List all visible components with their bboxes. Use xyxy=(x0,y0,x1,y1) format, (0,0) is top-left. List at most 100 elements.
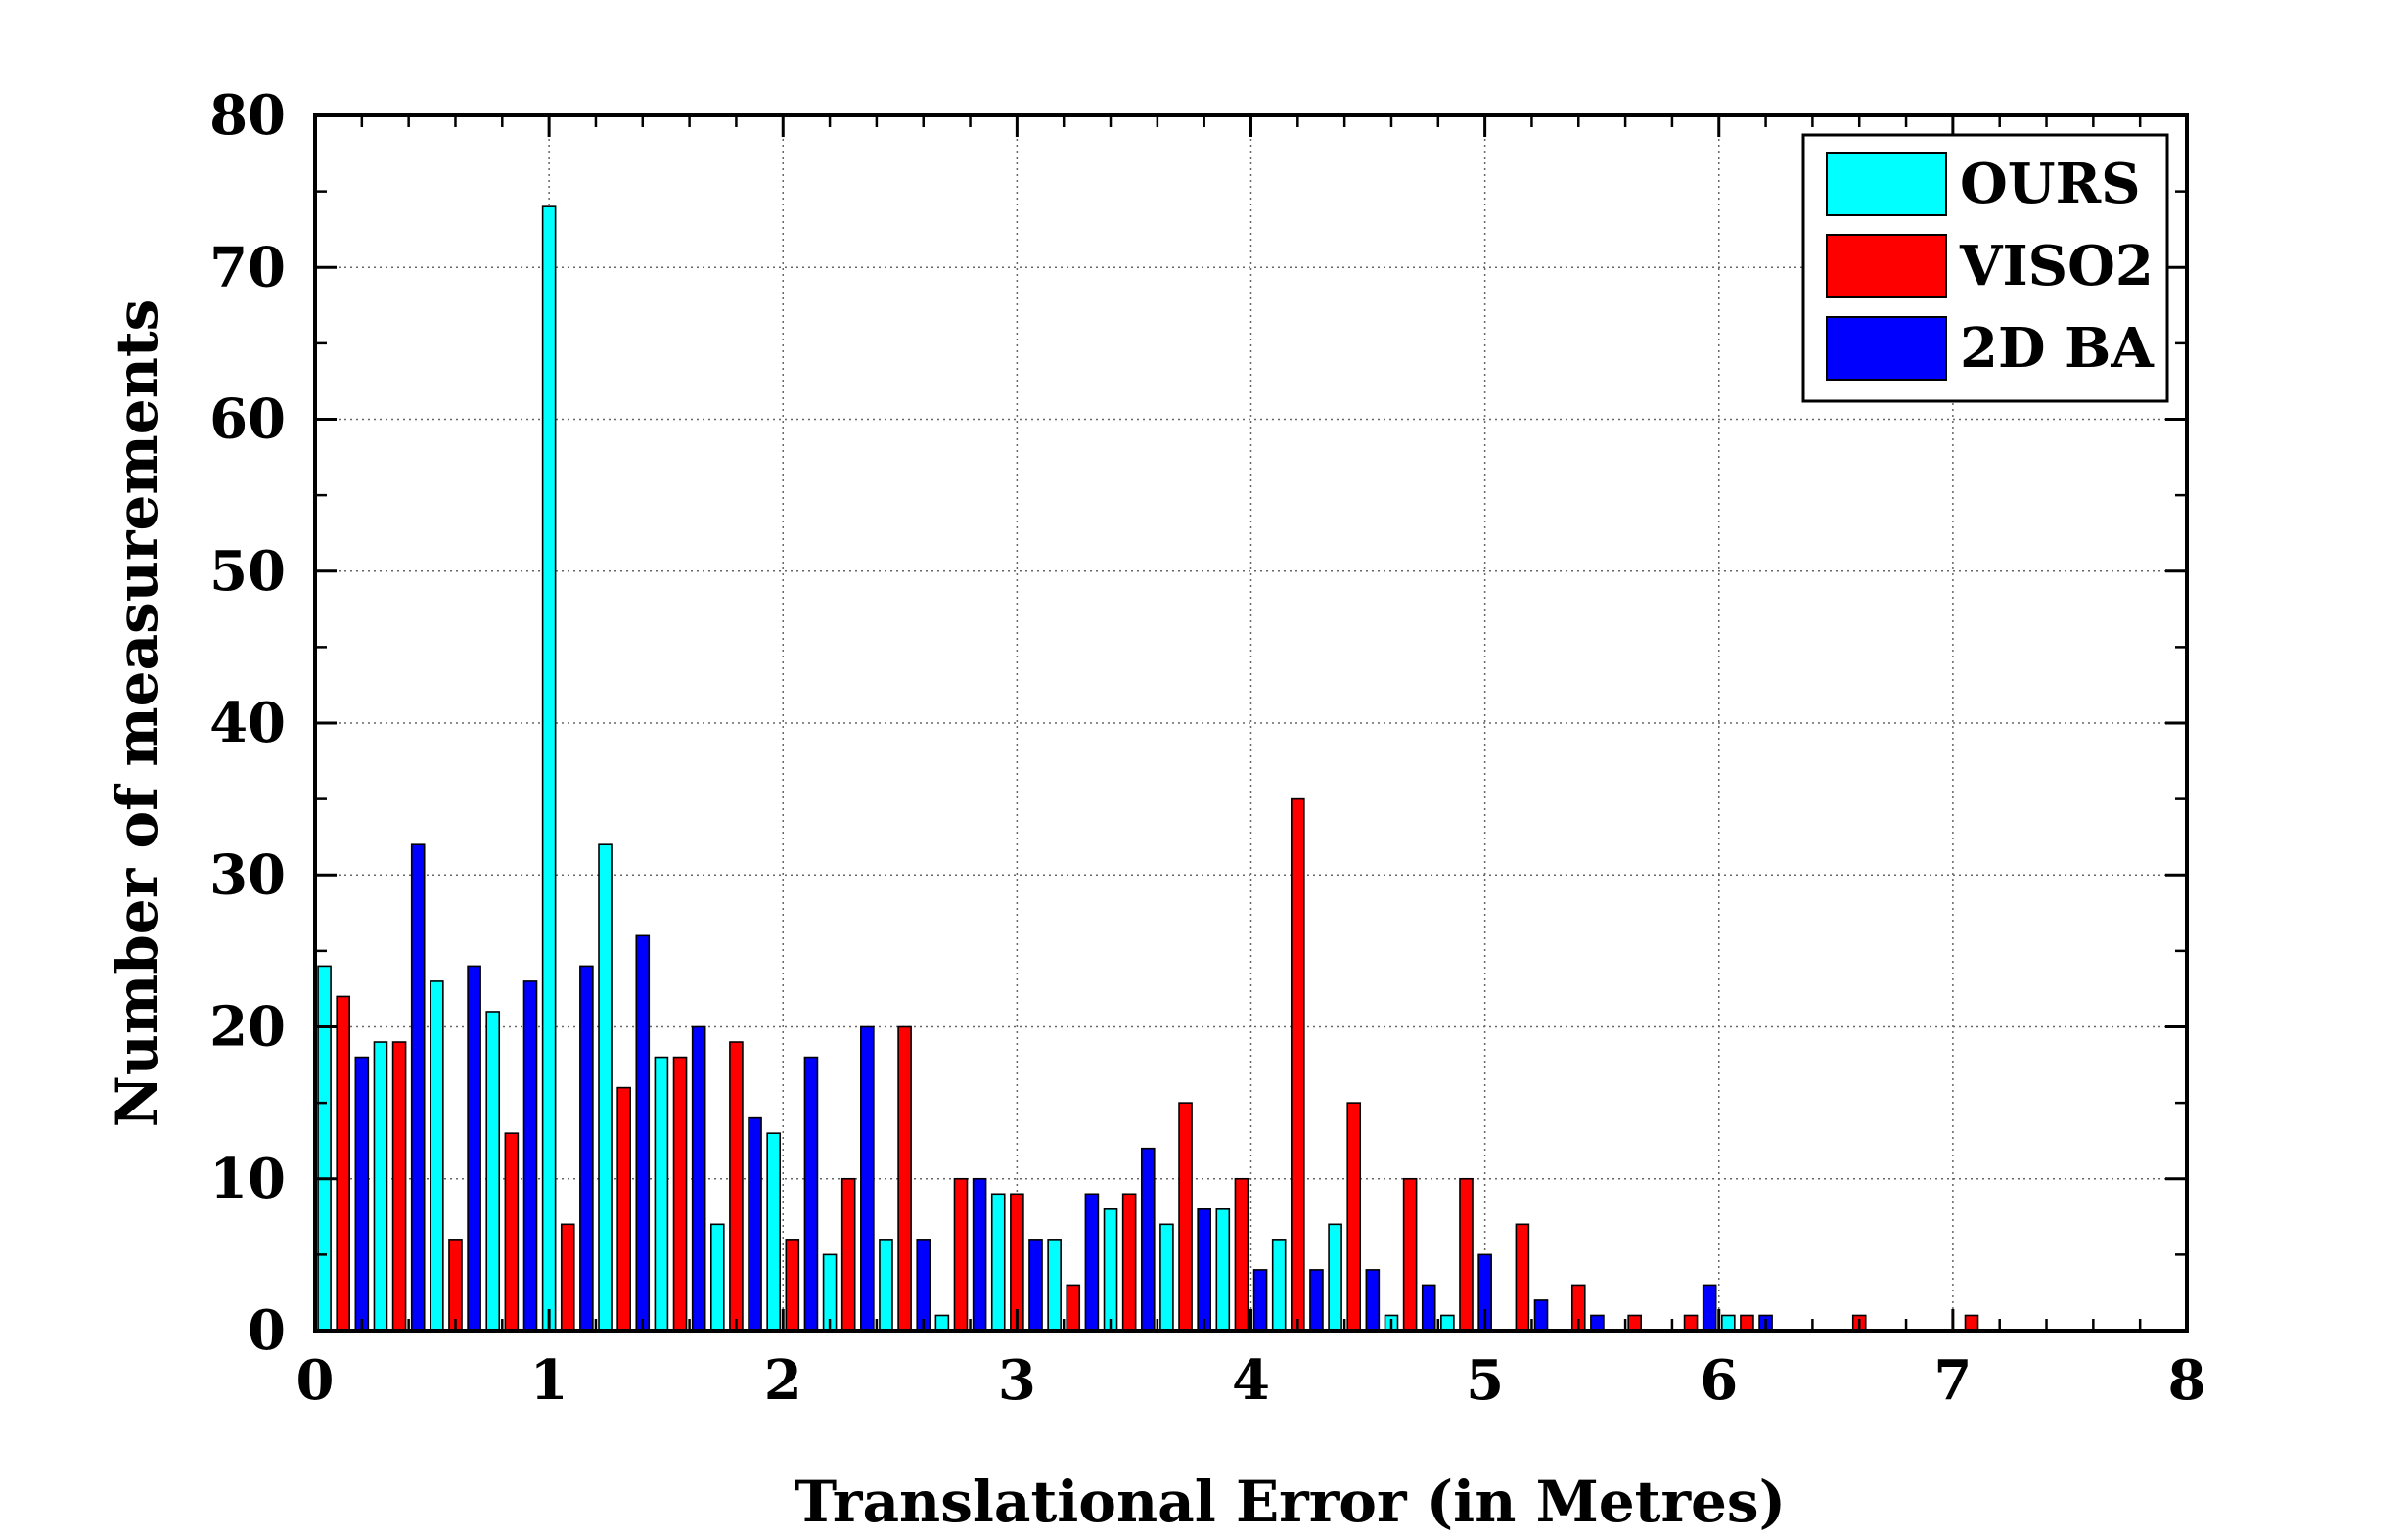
bar-viso2 xyxy=(336,995,350,1332)
bar-ours xyxy=(1328,1223,1342,1332)
bar-ours xyxy=(879,1239,893,1332)
legend: OURS VISO2 2D BA xyxy=(1801,133,2169,403)
bar-viso2 xyxy=(616,1086,631,1332)
bar-viso2 xyxy=(897,1025,912,1332)
bar-viso2 xyxy=(785,1239,800,1332)
axis-ticks xyxy=(313,113,2189,1333)
bar-viso2 xyxy=(448,1239,463,1332)
y-tick-label: 80 xyxy=(209,83,286,148)
bar-2d-ba xyxy=(1365,1269,1381,1332)
bar-ours xyxy=(430,980,444,1332)
bar-2d-ba xyxy=(579,965,594,1332)
bar-viso2 xyxy=(1683,1314,1699,1332)
y-tick-labels: 0 10 20 30 40 50 60 70 80 xyxy=(209,83,286,1363)
bar-viso2 xyxy=(1121,1193,1137,1332)
bar-ours xyxy=(598,843,613,1332)
bar-2d-ba xyxy=(1533,1299,1549,1332)
bar-2d-ba xyxy=(1140,1147,1156,1332)
bar-ours xyxy=(541,205,557,1332)
bar-viso2 xyxy=(391,1041,407,1332)
bar-viso2 xyxy=(560,1223,575,1332)
bar-viso2 xyxy=(1459,1177,1474,1332)
bar-2d-ba xyxy=(1421,1284,1436,1332)
bar-viso2 xyxy=(1515,1223,1530,1332)
bar-ours xyxy=(766,1132,781,1332)
bar-ours xyxy=(317,965,332,1332)
bar-ours xyxy=(1047,1239,1062,1332)
bar-2d-ba xyxy=(467,965,481,1332)
bar-2d-ba xyxy=(410,843,426,1332)
bar-ours xyxy=(485,1011,501,1332)
bar-viso2 xyxy=(840,1177,856,1332)
bar-2d-ba xyxy=(916,1239,931,1332)
y-tick-label: 40 xyxy=(209,691,286,755)
bar-2d-ba xyxy=(1028,1239,1043,1332)
bar-2d-ba xyxy=(972,1177,987,1332)
bar-2d-ba xyxy=(1084,1193,1100,1332)
y-axis-title: Number of measurements xyxy=(104,299,170,1128)
legend-label: OURS xyxy=(1960,152,2141,216)
bar-2d-ba xyxy=(691,1025,706,1332)
legend-label: 2D BA xyxy=(1960,316,2155,381)
legend-swatch xyxy=(1826,152,1947,216)
x-axis-title: Translational Error (in Metres) xyxy=(795,1469,1786,1535)
x-tick-label: 2 xyxy=(764,1348,802,1413)
bar-viso2 xyxy=(1964,1314,1979,1332)
y-tick-label: 10 xyxy=(209,1147,286,1211)
bar-2d-ba xyxy=(354,1056,370,1332)
y-tick-label: 60 xyxy=(209,387,286,452)
bar-2d-ba xyxy=(1197,1208,1211,1332)
bar-ours xyxy=(654,1056,669,1332)
y-tick-label: 0 xyxy=(248,1298,286,1363)
bar-2d-ba xyxy=(860,1025,875,1332)
x-tick-labels: 0 1 2 3 4 5 6 7 8 xyxy=(296,1348,2206,1413)
bar-2d-ba xyxy=(1702,1284,1717,1332)
bar-2d-ba xyxy=(522,980,538,1332)
y-tick-label: 30 xyxy=(209,842,286,907)
bar-ours xyxy=(1159,1223,1174,1332)
bar-viso2 xyxy=(1740,1314,1754,1332)
bar-ours xyxy=(1103,1208,1118,1332)
bar-viso2 xyxy=(504,1132,520,1332)
bar-2d-ba xyxy=(803,1056,819,1332)
bar-2d-ba xyxy=(635,934,651,1332)
bar-2d-ba xyxy=(1309,1269,1324,1332)
bars xyxy=(317,205,1979,1332)
x-tick-label: 1 xyxy=(530,1348,568,1413)
bar-ours xyxy=(1721,1314,1736,1332)
bar-viso2 xyxy=(1291,797,1305,1332)
bar-2d-ba xyxy=(748,1116,762,1332)
legend-label: VISO2 xyxy=(1959,234,2154,298)
bar-ours xyxy=(990,1193,1006,1332)
legend-swatch xyxy=(1826,234,1947,298)
x-tick-label: 6 xyxy=(1700,1348,1738,1413)
bar-viso2 xyxy=(1346,1102,1362,1332)
bar-viso2 xyxy=(1178,1102,1193,1332)
bar-ours xyxy=(709,1223,725,1332)
bar-2d-ba xyxy=(1252,1269,1268,1332)
y-tick-label: 20 xyxy=(209,995,286,1060)
legend-swatch xyxy=(1826,316,1947,381)
x-tick-label: 3 xyxy=(998,1348,1036,1413)
bar-2d-ba xyxy=(1590,1314,1605,1332)
bar-ours xyxy=(934,1314,950,1332)
x-tick-label: 7 xyxy=(1933,1348,1972,1413)
bar-viso2 xyxy=(1066,1284,1081,1332)
y-tick-label: 70 xyxy=(209,235,286,299)
bar-viso2 xyxy=(1402,1177,1418,1332)
x-tick-label: 5 xyxy=(1466,1348,1504,1413)
bar-viso2 xyxy=(1627,1314,1642,1332)
bar-viso2 xyxy=(953,1177,969,1332)
x-tick-label: 8 xyxy=(2168,1348,2206,1413)
bar-ours xyxy=(1440,1314,1455,1332)
bar-ours xyxy=(373,1041,388,1332)
bar-viso2 xyxy=(672,1056,688,1332)
bar-viso2 xyxy=(729,1041,744,1332)
x-tick-label: 0 xyxy=(296,1348,335,1413)
bar-viso2 xyxy=(1234,1177,1249,1332)
bar-ours xyxy=(1271,1239,1287,1332)
bar-ours xyxy=(1215,1208,1231,1332)
x-tick-label: 4 xyxy=(1232,1348,1270,1413)
y-tick-label: 50 xyxy=(209,539,286,604)
